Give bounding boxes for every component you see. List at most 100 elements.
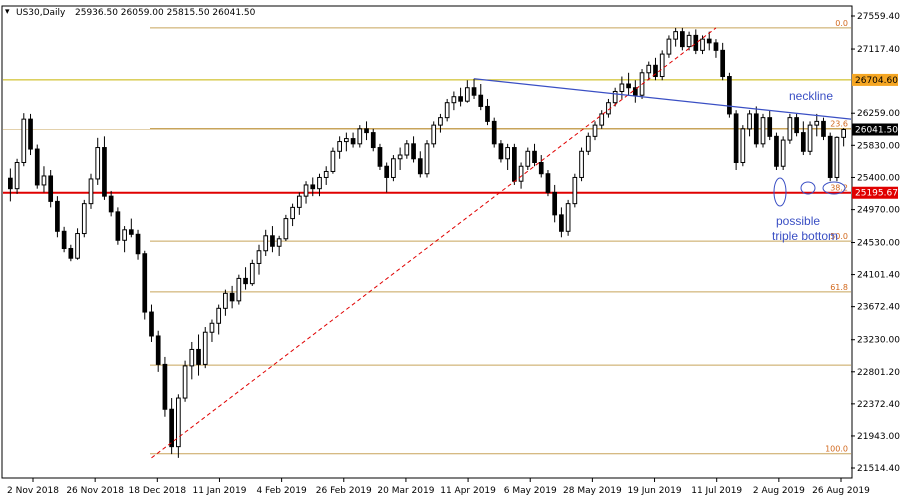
triple-bottom-label: triple bottom — [772, 229, 838, 243]
candle-body — [88, 178, 94, 205]
candle-body — [223, 292, 228, 309]
candle-body — [196, 348, 201, 365]
x-tick-label: 11 Jul 2019 — [691, 486, 742, 496]
candle-body — [753, 113, 759, 145]
price-tag-label: 25195.67 — [855, 189, 898, 199]
x-tick-label: 4 Feb 2019 — [256, 486, 307, 496]
y-tick-label: 26259.00 — [857, 109, 900, 119]
candle-body — [391, 158, 396, 178]
candle-body — [814, 120, 820, 126]
y-tick-label: 22801.20 — [857, 368, 900, 378]
x-tick-label: 26 Aug 2019 — [812, 486, 870, 496]
candle-body — [841, 128, 846, 138]
price-tag-label: 26041.50 — [855, 125, 898, 135]
candle-body — [229, 292, 235, 302]
x-tick-label: 18 Dec 2018 — [129, 486, 187, 496]
candle-body — [740, 128, 746, 164]
candle-body — [720, 49, 726, 78]
candle-body — [162, 363, 168, 410]
candle-body — [807, 124, 813, 152]
y-tick-label: 24101.40 — [857, 271, 900, 281]
candle-body — [619, 83, 625, 92]
candle-body — [713, 42, 719, 51]
candle-body — [135, 233, 141, 255]
y-tick-label: 23672.40 — [857, 303, 900, 313]
chart-ohlc: 25936.50 26059.00 25815.50 26041.50 — [75, 8, 256, 18]
candle-body — [384, 165, 390, 178]
candle-body — [680, 31, 685, 48]
fib-label: 50.0 — [830, 232, 848, 241]
candle-body — [8, 177, 13, 190]
x-tick-label: 28 May 2019 — [563, 486, 622, 496]
candle-body — [411, 143, 416, 160]
x-tick-label: 20 Mar 2019 — [377, 486, 434, 496]
candle-body — [189, 348, 195, 367]
fib-label: 61.8 — [830, 283, 848, 292]
candle-body — [209, 322, 215, 333]
candle-body — [283, 218, 289, 240]
candle-body — [330, 150, 336, 172]
candle-body — [444, 102, 450, 119]
candle-body — [276, 238, 282, 247]
fib-label: 38.2 — [830, 184, 848, 193]
candle-body — [525, 150, 531, 167]
candle-body — [774, 135, 779, 167]
candle-body — [202, 331, 208, 365]
x-tick-label: 11 Jan 2019 — [192, 486, 246, 496]
fib-label: 23.6 — [830, 119, 848, 128]
y-axis: 27559.40 27117.40 26259.00 25830.00 25400.00… — [851, 12, 900, 474]
candle-body — [827, 135, 833, 178]
candle-body — [337, 141, 342, 152]
x-axis: 2 Nov 2018 26 Nov 2018 18 Dec 2018 11 Jan 2… — [7, 478, 870, 496]
bottom-circle-1 — [773, 177, 787, 207]
candle-body — [296, 195, 302, 208]
candle-body — [263, 235, 269, 252]
candle-body — [249, 262, 255, 285]
candle-body — [659, 53, 665, 78]
candle-body — [559, 214, 564, 232]
candle-body — [464, 87, 470, 102]
candle-body — [404, 143, 410, 156]
price-tag-label: 26704.60 — [855, 76, 898, 86]
candle-body — [438, 117, 443, 126]
horizontal-levels — [3, 79, 851, 194]
candle-body — [350, 138, 356, 145]
candle-body — [834, 136, 840, 178]
candle-body — [14, 162, 20, 190]
candle-body — [800, 132, 806, 152]
candle-body — [41, 175, 47, 186]
plot-frame — [1, 5, 853, 479]
price-tag — [852, 186, 898, 199]
x-tick-label: 2 Aug 2019 — [753, 486, 805, 496]
candle-body — [572, 176, 578, 205]
candle-body — [612, 90, 618, 104]
candle-body — [431, 124, 437, 145]
candle-body — [646, 64, 652, 74]
candle-body — [760, 117, 766, 145]
y-tick-label: 25830.00 — [857, 141, 900, 151]
candle-body — [122, 229, 127, 241]
candle-body — [397, 154, 403, 160]
candle-body — [471, 87, 477, 96]
candle-body — [673, 31, 678, 40]
candle-body — [424, 143, 430, 175]
candle-body — [733, 113, 739, 164]
candle-body — [451, 96, 457, 104]
candle-body — [552, 191, 558, 216]
candle-body — [102, 147, 107, 197]
candle-body — [169, 408, 174, 448]
candle-body — [518, 165, 524, 182]
price-tag — [852, 123, 898, 136]
candle-body — [505, 147, 510, 160]
candle-body — [256, 250, 262, 264]
candle-body — [370, 132, 376, 149]
candle-body — [310, 184, 316, 190]
fib-label: 0.0 — [835, 19, 848, 28]
candle-body — [693, 34, 699, 51]
candle-body — [21, 118, 27, 164]
candle-body — [216, 307, 222, 324]
candle-body — [323, 170, 329, 178]
y-tick-label: 27117.40 — [857, 45, 900, 55]
candle-body — [317, 176, 322, 190]
candle-body — [236, 277, 242, 302]
